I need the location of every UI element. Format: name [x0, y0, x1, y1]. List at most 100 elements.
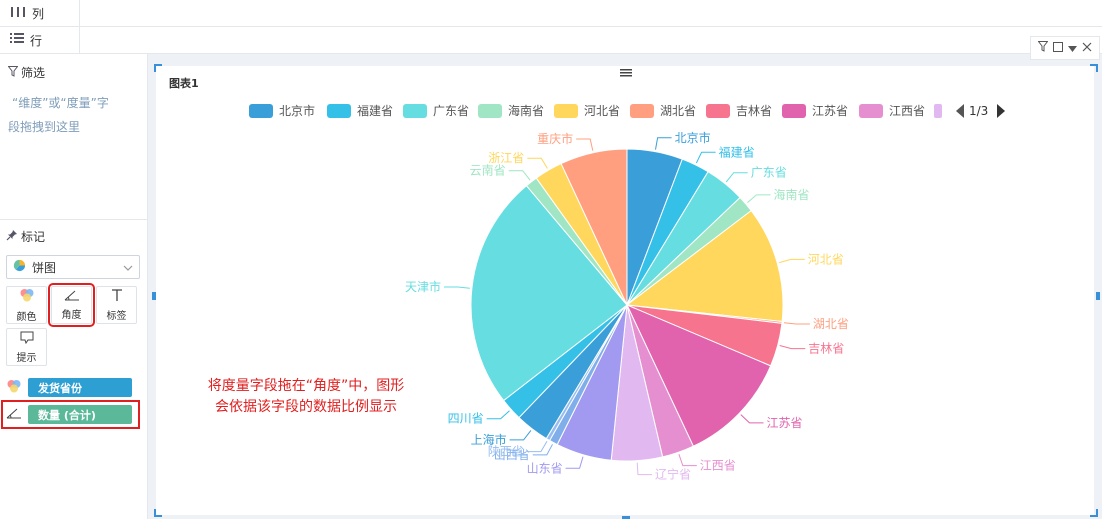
- color-field-icon: [6, 379, 22, 397]
- angle-mark-button[interactable]: 角度: [48, 283, 95, 327]
- province-field-pill[interactable]: 发货省份: [28, 378, 132, 397]
- resize-corner-br[interactable]: [1090, 509, 1098, 517]
- slice-label: 四川省: [448, 412, 484, 426]
- label-leader-line: [444, 286, 470, 289]
- label-leader-line: [576, 138, 594, 151]
- resize-handle-right[interactable]: [1096, 292, 1100, 300]
- province-field-label: 发货省份: [38, 381, 82, 395]
- slice-label: 福建省: [719, 144, 755, 159]
- pie-slice[interactable]: [625, 304, 772, 447]
- legend-label: 吉林省: [736, 104, 772, 118]
- columns-icon: [10, 5, 26, 21]
- close-icon[interactable]: [1082, 41, 1092, 55]
- label-leader-line: [636, 462, 652, 476]
- legend-item[interactable]: 北京市: [249, 103, 315, 118]
- pie-chart: 北京市 福建省 广东省 海南省 河北省 湖北省 吉林省 江苏省 江西省 1/3北京市福建省广东省海…: [249, 103, 1005, 482]
- label-leader-line: [779, 345, 806, 350]
- rows-shelf[interactable]: 行: [0, 27, 1102, 54]
- legend-item[interactable]: 江西省: [859, 104, 925, 118]
- slice-label: 辽宁省: [655, 467, 691, 482]
- legend-label: 湖北省: [660, 103, 696, 118]
- legend-item[interactable]: 湖北省: [630, 103, 696, 118]
- filter-icon: [7, 65, 19, 80]
- legend-label: 北京市: [279, 103, 315, 118]
- slice-label: 广东省: [751, 166, 787, 180]
- legend-swatch: [859, 104, 883, 118]
- label-leader-line: [655, 137, 672, 150]
- legend-swatch: [782, 104, 806, 118]
- annotation-line2: 会依据该字段的数据比例显示: [215, 399, 397, 415]
- slice-label: 吉林省: [808, 342, 844, 356]
- pie-slice[interactable]: [560, 148, 628, 306]
- legend-item[interactable]: 广东省: [403, 104, 469, 118]
- pie-slice[interactable]: [625, 209, 784, 323]
- color-icon: [19, 288, 35, 306]
- label-leader-line: [695, 151, 716, 164]
- slice-label: 河北省: [808, 252, 844, 266]
- slice-label: 浙江省: [488, 151, 524, 165]
- legend-item[interactable]: 福建省: [327, 103, 393, 118]
- color-mark-button[interactable]: 颜色: [6, 286, 47, 324]
- legend-swatch: [630, 104, 654, 118]
- quantity-field-label: 数量 (合计): [38, 408, 96, 422]
- color-mark-label: 颜色: [16, 311, 37, 323]
- slice-label: 天津市: [405, 279, 441, 294]
- chart-card[interactable]: 图表1 将度量字段拖在“角度”中，图形 会依据该字段的数据比例显示 北京市 福建省…: [156, 66, 1094, 515]
- label-leader-line: [779, 258, 805, 264]
- angle-icon: [64, 289, 80, 304]
- legend-item[interactable]: 河北省: [554, 104, 620, 118]
- label-leader-line: [678, 454, 697, 467]
- slice-label: 陕西省: [488, 444, 524, 459]
- angle-mark-label: 角度: [61, 310, 82, 321]
- text-icon: [110, 288, 124, 305]
- filter-icon[interactable]: [1037, 41, 1049, 55]
- label-leader-line: [783, 322, 810, 325]
- slice-label: 海南省: [774, 187, 810, 202]
- tooltip-mark-button[interactable]: 提示: [6, 328, 47, 366]
- dropdown-icon[interactable]: [1068, 41, 1078, 55]
- quantity-field-pill[interactable]: 数量 (合计): [28, 405, 132, 424]
- legend-item[interactable]: 吉林省: [706, 104, 772, 118]
- legend-swatch: [403, 104, 427, 118]
- pie-slice[interactable]: [470, 184, 628, 402]
- chart-type-select[interactable]: 饼图: [6, 255, 140, 279]
- chart-canvas: 图表1 将度量字段拖在“角度”中，图形 会依据该字段的数据比例显示 北京市 福建省…: [148, 54, 1102, 519]
- columns-shelf-label: 列: [0, 0, 80, 26]
- legend-label: 海南省: [508, 103, 544, 118]
- resize-corner-tl[interactable]: [154, 64, 162, 72]
- legend-swatch: [478, 104, 502, 118]
- resize-corner-tr[interactable]: [1090, 64, 1098, 72]
- legend-prev-icon[interactable]: [956, 104, 964, 118]
- legend-swatch: [327, 104, 351, 118]
- drag-handle-icon[interactable]: [620, 66, 632, 77]
- resize-handle-bottom[interactable]: [622, 516, 630, 519]
- label-leader-line: [509, 430, 532, 441]
- slice-label: 云南省: [470, 163, 506, 178]
- legend-swatch: [249, 104, 273, 118]
- maximize-icon[interactable]: [1052, 41, 1063, 55]
- legend-label: 江苏省: [812, 104, 848, 118]
- rows-icon: [10, 32, 24, 48]
- legend-item[interactable]: 海南省: [478, 103, 544, 118]
- filter-title: 筛选: [21, 66, 46, 80]
- chevron-down-icon: [123, 260, 133, 274]
- rows-shelf-label: 行: [0, 27, 80, 53]
- quantity-field-row: 数量 (合计): [1, 400, 140, 429]
- filter-dropzone[interactable]: 筛选 “维度”或“度量”字 段拖拽到这里: [0, 54, 147, 220]
- label-mark-button[interactable]: 标签: [96, 286, 137, 324]
- label-leader-line: [508, 170, 531, 181]
- columns-shelf[interactable]: 列: [0, 0, 1102, 27]
- resize-handle-left[interactable]: [152, 292, 156, 300]
- legend-item[interactable]: 江苏省: [782, 104, 848, 118]
- tooltip-icon: [20, 331, 34, 347]
- annotation-line1: 将度量字段拖在“角度”中，图形: [207, 378, 405, 394]
- slice-label: 湖北省: [813, 316, 849, 331]
- label-leader-line: [740, 414, 764, 424]
- slice-label: 上海市: [471, 432, 507, 447]
- legend-label: 河北省: [584, 104, 620, 118]
- chart-toolbar: [1030, 36, 1100, 60]
- resize-corner-bl[interactable]: [154, 509, 162, 517]
- legend-next-icon[interactable]: [997, 104, 1005, 118]
- filter-hint-line1: “维度”或“度量”字: [12, 96, 109, 110]
- chart-type-label: 饼图: [32, 260, 57, 275]
